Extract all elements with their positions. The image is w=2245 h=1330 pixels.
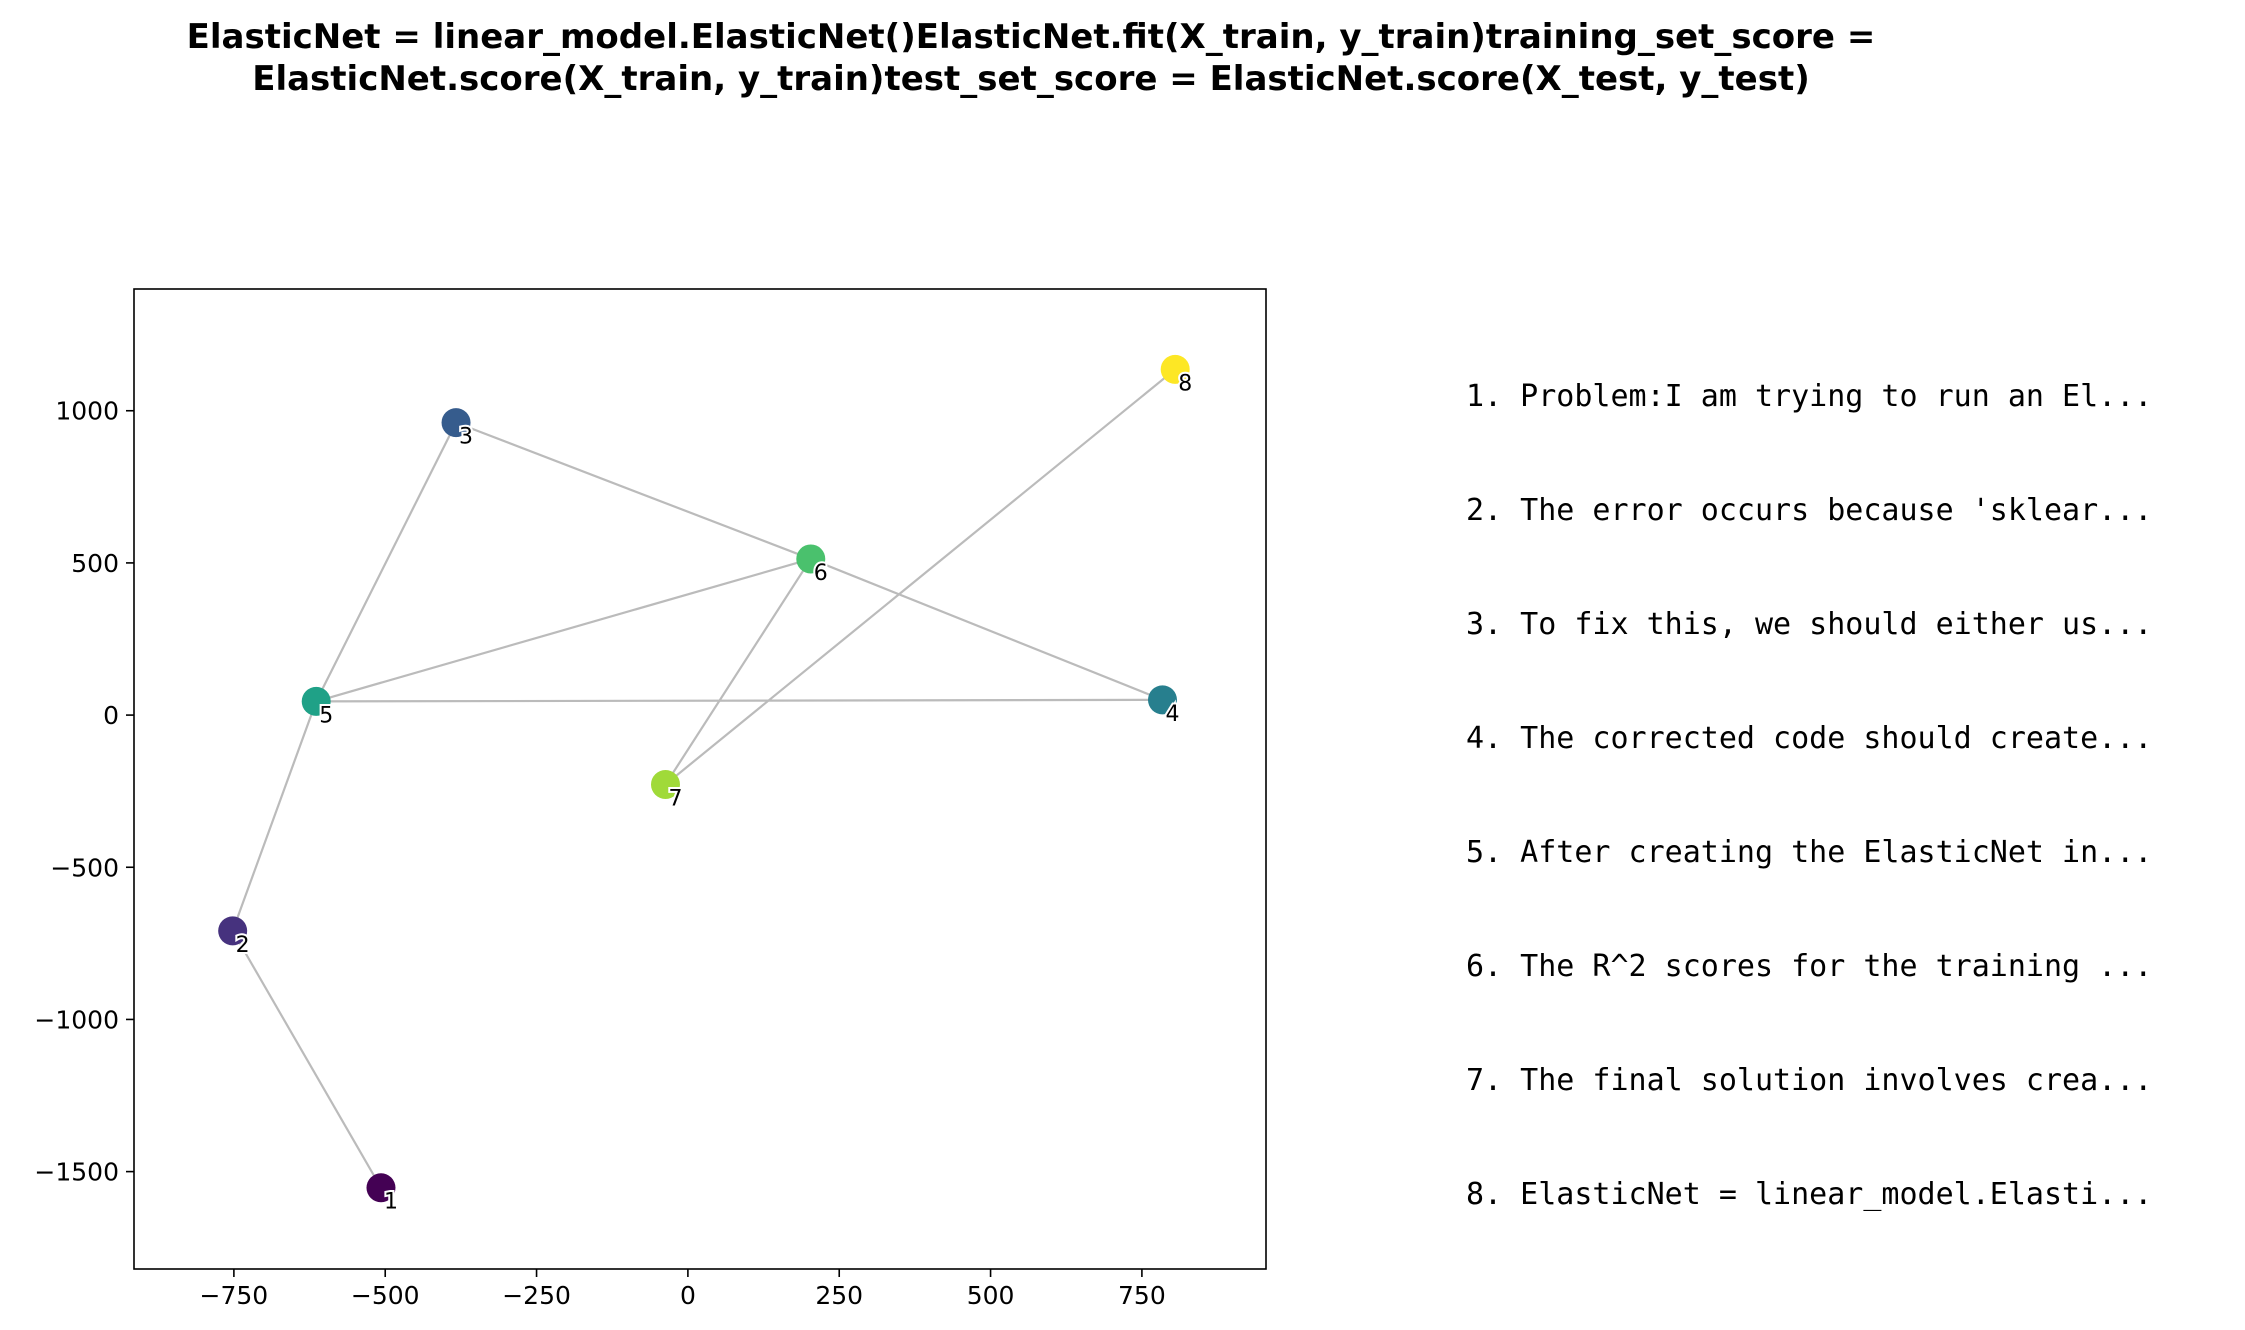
x-tick-label: 250 <box>815 1281 863 1310</box>
scatter-point-4 <box>1147 685 1177 715</box>
points-layer <box>218 354 1190 1203</box>
edge-6-4 <box>810 557 1163 701</box>
note-item: 3. To fix this, we should either us... <box>1466 607 2153 642</box>
scatter-point-2 <box>218 916 248 946</box>
point-label-2: 2 <box>236 933 250 958</box>
y-tick-label: −1500 <box>34 1158 119 1187</box>
edge-1-2 <box>231 930 382 1189</box>
notes-list: 1. Problem:I am trying to run an El... 2… <box>1466 302 2152 1252</box>
y-tick-label: −500 <box>50 853 119 882</box>
point-label-7: 7 <box>668 786 682 811</box>
figure-title-line-1: ElasticNet = linear_model.ElasticNet()El… <box>186 17 1876 57</box>
edge-5-3 <box>315 422 458 702</box>
point-labels-layer: 1 2 3 4 5 6 7 8 <box>234 369 1195 1216</box>
y-tick-label: 1000 <box>55 397 119 426</box>
point-label-4: 4 <box>1165 702 1179 727</box>
figure-title-line-2: ElasticNet.score(X_train, y_train)test_s… <box>252 59 1810 99</box>
note-item: 5. After creating the ElasticNet in... <box>1466 835 2153 870</box>
point-label-3: 3 <box>459 425 473 450</box>
x-tick-label: 0 <box>680 1281 696 1310</box>
note-item: 6. The R^2 scores for the training ... <box>1466 949 2153 984</box>
x-tick-label: −750 <box>200 1281 269 1310</box>
edges-layer <box>231 368 1176 1189</box>
scatter-point-6 <box>796 544 826 574</box>
scatter-point-3 <box>441 408 471 438</box>
x-tick-label: 500 <box>967 1281 1015 1310</box>
edge-4-5 <box>316 698 1163 703</box>
point-label-1: 1 <box>384 1190 398 1215</box>
y-axis: −1500 −1000 −500 0 500 1000 <box>34 397 134 1187</box>
note-item: 2. The error occurs because 'sklear... <box>1466 493 2153 528</box>
scatter-point-5 <box>301 686 331 716</box>
edge-2-5 <box>231 701 318 932</box>
point-label-6: 6 <box>814 561 828 586</box>
edge-5-6 <box>315 557 812 703</box>
note-item: 8. ElasticNet = linear_model.Elasti... <box>1466 1177 2153 1212</box>
figure-title: ElasticNet = linear_model.ElasticNet()El… <box>0 16 2062 100</box>
edge-6-7 <box>664 558 812 786</box>
scatter-point-7 <box>650 769 680 799</box>
edge-7-8 <box>664 368 1176 786</box>
x-tick-label: −500 <box>351 1281 420 1310</box>
note-item: 1. Problem:I am trying to run an El... <box>1466 379 2153 414</box>
point-label-8: 8 <box>1178 371 1192 396</box>
y-tick-label: −1000 <box>34 1005 119 1034</box>
y-tick-label: 500 <box>71 549 119 578</box>
x-axis: −750 −500 −250 0 250 500 750 <box>200 1269 1166 1310</box>
x-tick-label: −250 <box>502 1281 571 1310</box>
x-tick-label: 750 <box>1118 1281 1166 1310</box>
scatter-point-8 <box>1160 354 1190 384</box>
edge-3-6 <box>455 421 812 560</box>
point-label-5: 5 <box>319 703 333 728</box>
scatter-point-1 <box>366 1173 396 1203</box>
note-item: 4. The corrected code should create... <box>1466 721 2153 756</box>
y-tick-label: 0 <box>103 701 119 730</box>
axes-frame <box>133 288 1267 1270</box>
note-item: 7. The final solution involves crea... <box>1466 1063 2153 1098</box>
